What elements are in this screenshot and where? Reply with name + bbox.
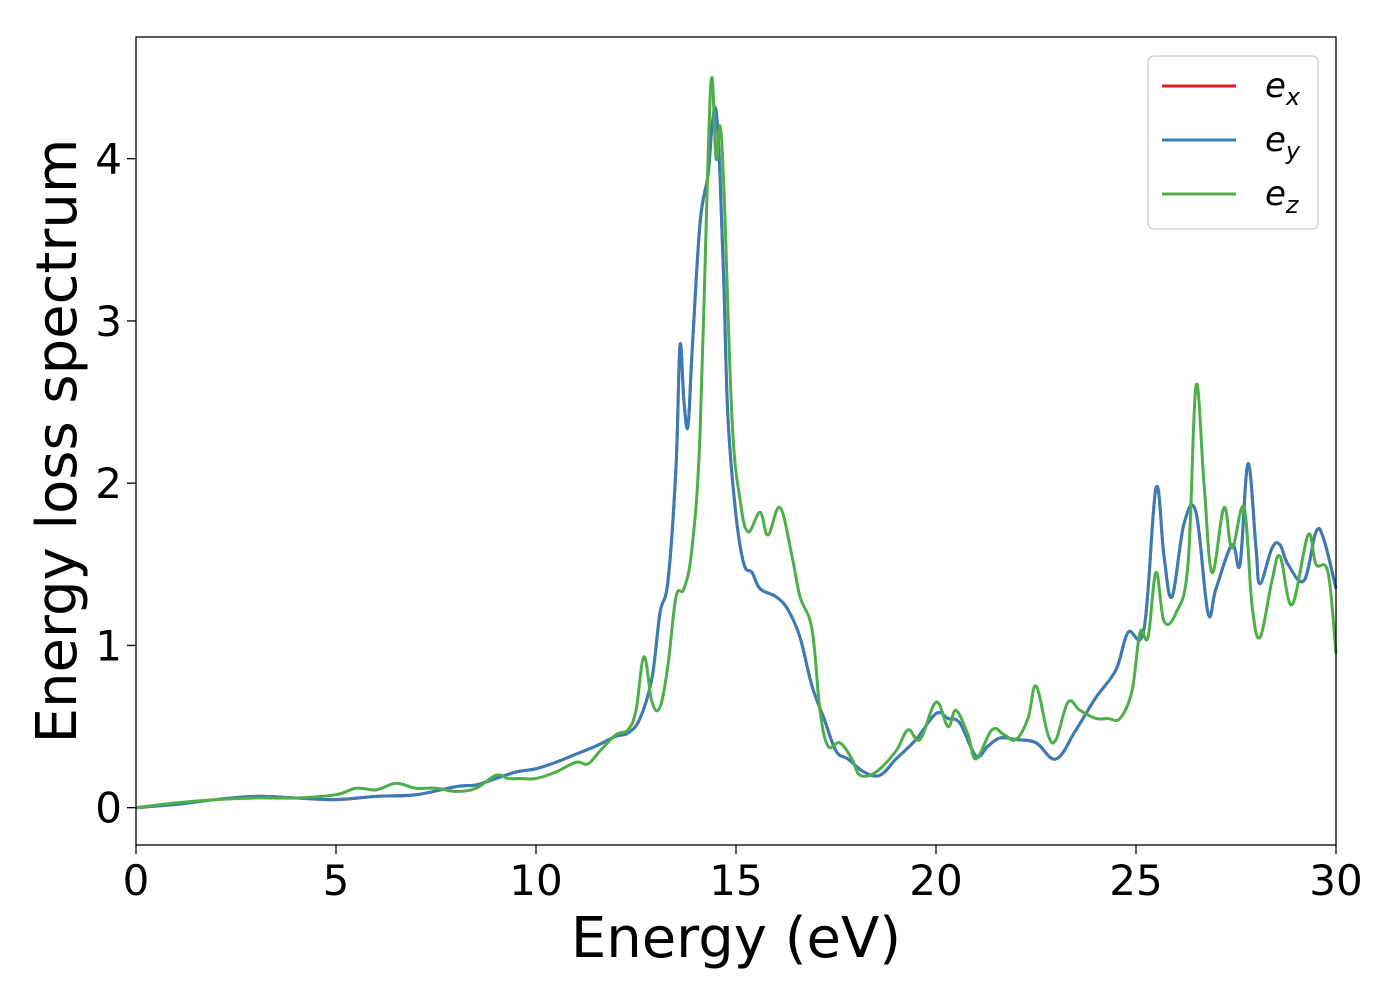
x-tick-label: 20 [909, 856, 962, 905]
y-tick-label: 2 [95, 459, 122, 508]
legend-label-x: ex [1265, 66, 1301, 111]
y-tick-label: 0 [95, 784, 122, 833]
y-axis-ticks: 0 1 2 3 4 [95, 135, 136, 833]
x-tick-label: 10 [509, 856, 562, 905]
x-tick-label: 25 [1109, 856, 1162, 905]
x-tick-label: 30 [1309, 856, 1362, 905]
series-layer [135, 76, 1338, 810]
legend-box [1147, 55, 1319, 230]
legend-label-z: ez [1265, 174, 1300, 219]
x-tick-label: 0 [123, 856, 150, 905]
y-axis-label: Energy loss spectrum [25, 139, 90, 744]
y-tick-label: 4 [95, 135, 122, 184]
legend-label-y: ey [1265, 120, 1301, 165]
x-tick-label: 5 [323, 856, 350, 905]
series-line-z [135, 76, 1338, 810]
y-tick-label: 3 [95, 297, 122, 346]
y-tick-label: 1 [95, 621, 122, 670]
x-axis-ticks: 0 5 10 15 20 25 30 [123, 845, 1363, 905]
legend: ex ey ez [1147, 55, 1319, 230]
x-axis-label: Energy (eV) [571, 906, 901, 971]
series-line-y [135, 105, 1338, 810]
x-tick-label: 15 [709, 856, 762, 905]
